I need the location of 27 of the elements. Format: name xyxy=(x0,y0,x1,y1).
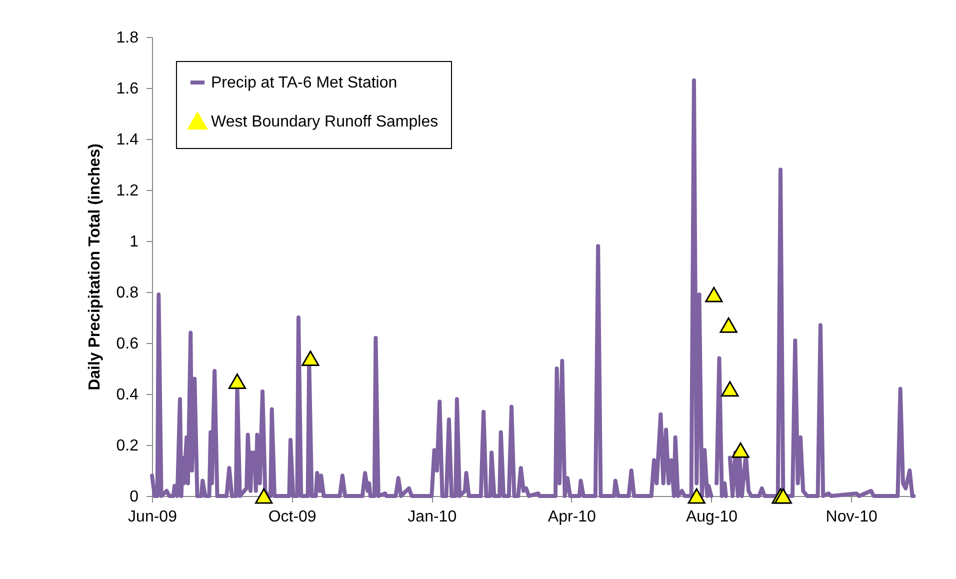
point xyxy=(732,442,750,458)
x-tick-label: Aug-10 xyxy=(686,508,738,526)
x-tick-label: Jan-10 xyxy=(408,508,457,526)
legend-label: Precip at TA-6 Met Station xyxy=(211,74,398,92)
y-tick-label: 0.2 xyxy=(116,438,139,454)
y-tick-label: 0.8 xyxy=(116,284,139,302)
x-tick-label: Oct-09 xyxy=(268,508,316,526)
point xyxy=(302,350,320,366)
legend-label: West Boundary Runoff Samples xyxy=(211,114,438,130)
point xyxy=(255,488,273,504)
point xyxy=(688,488,706,504)
point xyxy=(228,374,246,389)
y-tick-label: 0.6 xyxy=(116,336,139,352)
y-axis-title: Daily Precipitation Total (inches) xyxy=(86,144,104,390)
y-tick-label: 1.8 xyxy=(116,30,139,46)
y-tick-label: 1.2 xyxy=(116,182,139,200)
y-tick-label: 0 xyxy=(130,488,139,506)
y-tick-label: 0.4 xyxy=(116,386,139,404)
point xyxy=(705,286,723,302)
point xyxy=(721,381,739,397)
point xyxy=(720,317,738,333)
y-tick-label: 1.4 xyxy=(116,132,139,148)
y-tick-label: 1 xyxy=(130,234,139,250)
x-tick-label: Apr-10 xyxy=(548,508,596,526)
y-tick-label: 1.6 xyxy=(116,80,139,98)
x-tick-label: Jun-09 xyxy=(128,508,178,526)
x-tick-label: Nov-10 xyxy=(826,508,878,526)
